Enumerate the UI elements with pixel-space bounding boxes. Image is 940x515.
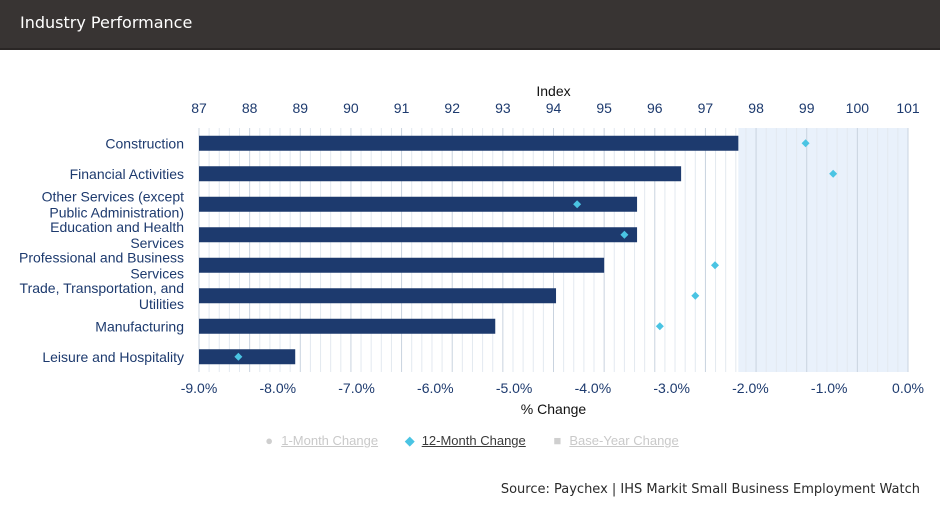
category-label: Manufacturing [95, 318, 184, 334]
bar-7 [199, 318, 496, 334]
category-label: Trade, Transportation, and [20, 280, 184, 296]
top-axis-tick-label: 91 [394, 100, 410, 116]
top-axis-tick-label: 87 [191, 100, 207, 116]
bar-3 [199, 196, 638, 212]
bar-4 [199, 227, 638, 243]
top-axis-tick-label: 89 [292, 100, 308, 116]
top-axis-tick-label: 90 [343, 100, 359, 116]
marker-12-month-4 [620, 230, 629, 239]
top-axis-tick-label: 92 [444, 100, 460, 116]
chart-legend: ● 1-Month Change ◆ 12-Month Change ■ Base-Y… [0, 433, 940, 449]
top-axis-tick-label: 97 [698, 100, 714, 116]
diamond-icon: ◆ [404, 433, 415, 448]
circle-icon: ● [265, 433, 274, 448]
legend-item-12-month[interactable]: ◆ 12-Month Change [402, 433, 526, 449]
category-label: Financial Activities [70, 166, 184, 182]
legend-label: 12-Month Change [421, 433, 526, 448]
top-axis-tick-label: 100 [846, 100, 870, 116]
category-label: Education and Health [50, 219, 184, 235]
category-label: Construction [105, 135, 184, 151]
top-axis-label: Index [536, 83, 570, 99]
top-axis-tick-label: 88 [242, 100, 258, 116]
bottom-axis-tick-label: -2.0% [732, 380, 769, 396]
marker-12-month-3 [573, 200, 582, 209]
category-label: Other Services (except [42, 188, 184, 204]
bar-1 [199, 135, 739, 151]
bar-8 [199, 349, 296, 365]
top-axis-tick-label: 98 [748, 100, 764, 116]
bottom-axis-tick-label: -4.0% [575, 380, 612, 396]
category-label: Leisure and Hospitality [42, 349, 184, 365]
bottom-axis-tick-label: -7.0% [338, 380, 375, 396]
category-label: Public Administration) [49, 204, 184, 220]
shaded-region [738, 128, 908, 372]
marker-12-month-8 [234, 352, 243, 361]
bar-5 [199, 257, 605, 273]
page-title: Industry Performance [20, 13, 193, 32]
legend-label: Base-Year Change [569, 433, 679, 448]
bottom-axis-tick-label: -5.0% [496, 380, 533, 396]
top-axis-tick-label: 99 [799, 100, 815, 116]
header-divider [0, 48, 940, 50]
bottom-axis-tick-label: 0.0% [892, 380, 924, 396]
marker-12-month-2 [829, 169, 838, 178]
source-note: Source: Paychex | IHS Markit Small Busin… [500, 482, 920, 497]
top-axis-tick-label: 95 [596, 100, 612, 116]
bar-6 [199, 288, 557, 304]
category-label: Professional and Business [19, 249, 184, 265]
top-axis-tick-label: 93 [495, 100, 511, 116]
square-icon: ■ [553, 433, 562, 448]
bar-2 [199, 166, 682, 182]
category-label: Utilities [139, 296, 184, 312]
marker-12-month-6 [691, 291, 700, 300]
bottom-axis-tick-label: -6.0% [417, 380, 454, 396]
top-axis-tick-label: 94 [546, 100, 562, 116]
industry-performance-chart: 87 88 89 90 91 92 93 94 95 96 97 98 99 100 101 Index -9.… [19, 83, 924, 417]
bottom-axis-tick-label: -3.0% [653, 380, 690, 396]
marker-12-month-1 [801, 139, 810, 148]
bottom-axis-tick-label: -1.0% [811, 380, 848, 396]
bottom-axis-label: % Change [521, 401, 587, 417]
top-axis-tick-label: 101 [896, 100, 920, 116]
header-bar: Industry Performance [0, 0, 940, 48]
marker-12-month-5 [710, 261, 719, 270]
marker-12-month-7 [655, 322, 664, 331]
category-label: Services [130, 235, 184, 251]
top-axis-tick-label: 96 [647, 100, 663, 116]
legend-item-base-year[interactable]: ■ Base-Year Change [549, 433, 678, 448]
legend-item-1-month[interactable]: ● 1-Month Change [261, 433, 378, 448]
legend-label: 1-Month Change [281, 433, 379, 448]
category-label: Services [130, 265, 184, 281]
bottom-axis-tick-label: -9.0% [181, 380, 218, 396]
bottom-axis-tick-label: -8.0% [259, 380, 296, 396]
